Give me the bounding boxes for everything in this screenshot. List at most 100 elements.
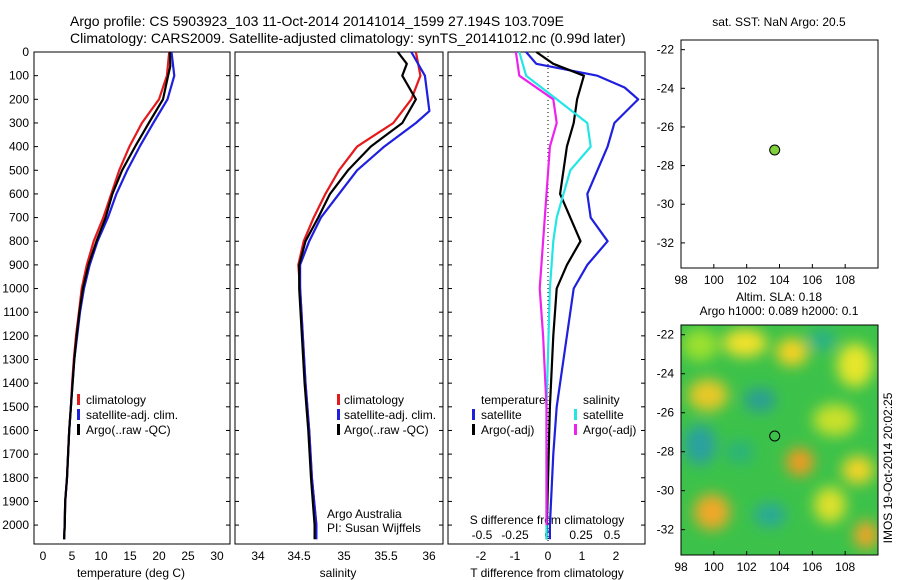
salinity-xtick: 36 [422, 549, 436, 563]
depth-y-ticks: 0 100 200 300 400 500 600 700 800 900 1000 1100 1200… [2, 45, 645, 532]
sla-blob [694, 494, 730, 530]
sla-blob [684, 425, 716, 465]
series-line-3 [518, 51, 592, 540]
sla-map-title2: Argo h1000: 0.089 h2000: 0.1 [700, 304, 859, 318]
map-y-tick-label: -30 [657, 197, 675, 211]
sla-blob [814, 487, 846, 523]
difference-series [514, 51, 640, 540]
map-y-tick-label: -24 [657, 367, 675, 381]
map-y-tick-label: -30 [657, 484, 675, 498]
map-x-tick-label: 102 [737, 273, 757, 287]
depth-tick-label: 1200 [2, 329, 29, 343]
legend-label: climatology [344, 393, 404, 407]
sla-blob [854, 521, 878, 549]
argo-australia-note: Argo Australia [327, 507, 402, 521]
argo-float-marker [769, 430, 781, 442]
sst-map-y-ticks: -22 -24 -26 -28 -30 -32 [657, 43, 685, 250]
sla-blob [726, 440, 754, 464]
sst-map-x-ticks: 98 100 102 104 106 108 [674, 264, 855, 287]
temperature-x-ticks: 0 5 10 15 20 25 30 [40, 549, 224, 563]
s-diff-tick: 0.25 [569, 528, 593, 542]
difference-axes-box [447, 51, 646, 545]
map-x-tick-label: 104 [769, 273, 789, 287]
difference-panel: S difference from climatology -0.5 -0.25… [447, 51, 646, 580]
imos-timestamp: IMOS 19-Oct-2014 20:02:25 [881, 392, 895, 543]
sla-blob [723, 329, 767, 357]
t-diff-tick: 2 [613, 549, 620, 563]
difference-legend: temperature salinity satellite Argo(-adj… [472, 393, 636, 437]
depth-tick-label: 300 [9, 116, 29, 130]
depth-tick-label: 500 [9, 163, 29, 177]
legend-label: satellite [481, 408, 522, 422]
salinity-xlabel: salinity [320, 566, 357, 580]
map-y-tick-label: -32 [657, 236, 675, 250]
depth-tick-label: 1900 [2, 494, 29, 508]
legend-label: satellite [583, 408, 624, 422]
salinity-xtick: 35 [337, 549, 351, 563]
legend-swatch-s-satellite [574, 409, 577, 420]
header-line1: Argo profile: CS 5903923_103 11-Oct-2014… [70, 13, 564, 29]
temperature-panel: 0 5 10 15 20 25 30 temperature (deg C) 0… [2, 45, 645, 580]
depth-tick-label: 800 [9, 234, 29, 248]
legend-label: satellite-adj. clim. [86, 408, 178, 422]
series-line-2 [535, 51, 586, 540]
depth-tick-label: 200 [9, 92, 29, 106]
sla-map-y-ticks: -22 -24 -26 -28 -30 -32 [657, 328, 685, 537]
depth-tick-label: 1100 [3, 305, 29, 319]
t-diff-tick: 1 [579, 549, 586, 563]
depth-tick-label: 600 [9, 187, 29, 201]
salinity-axes-box [234, 51, 444, 545]
legend-swatch-s-argo [574, 424, 577, 435]
depth-tick-label: 700 [9, 211, 29, 225]
salinity-xtick: 34.5 [287, 549, 311, 563]
depth-tick-label: 2000 [2, 518, 29, 532]
map-x-tick-label: 100 [704, 560, 724, 574]
t-diff-tick: -1 [510, 549, 521, 563]
map-y-tick-label: -26 [657, 406, 675, 420]
legend-label: Argo(..raw -QC) [344, 423, 429, 437]
temperature-series [63, 51, 176, 540]
depth-tick-label: 1500 [2, 400, 29, 414]
series-line-1 [63, 51, 171, 540]
map-x-tick-label: 102 [737, 560, 757, 574]
legend-swatch-climatology [337, 394, 340, 405]
sla-blob [808, 330, 836, 350]
series-line-3 [298, 51, 417, 540]
sst-map-panel: sat. SST: NaN Argo: 20.5 -22 -24 -26 -28 -30… [657, 15, 879, 287]
legend-label: Argo(..raw -QC) [86, 423, 171, 437]
salinity-panel: 34 34.5 35 35.5 36 salinity climatology … [234, 51, 444, 580]
sla-blob [682, 329, 718, 361]
difference-xlabel: T difference from climatology [470, 566, 624, 580]
temperature-legend: climatology satellite-adj. clim. Argo(..… [77, 393, 178, 437]
salinity-xtick: 34 [251, 549, 265, 563]
map-x-tick-label: 108 [835, 560, 855, 574]
sla-blob [688, 379, 728, 411]
series-line-1 [297, 51, 422, 540]
series-line-3 [63, 51, 172, 540]
temperature-axes-box [33, 51, 231, 545]
temperature-xtick: 15 [123, 549, 137, 563]
depth-tick-label: 400 [9, 140, 29, 154]
map-y-tick-label: -22 [657, 328, 675, 342]
map-x-tick-label: 108 [835, 273, 855, 287]
sla-blobs [682, 329, 878, 549]
depth-tick-label: 1700 [2, 447, 29, 461]
sla-blob [744, 388, 776, 412]
s-diff-tick: 0.5 [604, 528, 621, 542]
legend-title-temperature: temperature [481, 393, 546, 407]
legend-label: Argo(-adj) [481, 423, 534, 437]
map-y-tick-label: -24 [657, 81, 675, 95]
legend-label: climatology [86, 393, 146, 407]
t-difference-ticks: -2 -1 0 1 2 [476, 549, 620, 563]
sla-blob [842, 456, 874, 484]
sla-blob [776, 338, 808, 366]
s-diff-tick: -0.5 [472, 528, 493, 542]
pi-note: PI: Susan Wijffels [327, 521, 421, 535]
t-diff-tick: -2 [476, 549, 487, 563]
depth-tick-label: 1400 [2, 376, 29, 390]
depth-tick-label: 0 [22, 45, 29, 59]
salinity-series [297, 51, 431, 540]
temperature-xtick: 5 [69, 549, 76, 563]
legend-swatch-argo [337, 424, 340, 435]
